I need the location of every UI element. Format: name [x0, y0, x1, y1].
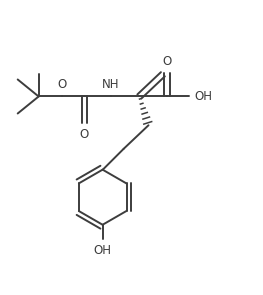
Text: OH: OH — [94, 244, 112, 257]
Text: O: O — [80, 128, 89, 141]
Text: O: O — [162, 55, 171, 68]
Text: O: O — [58, 78, 67, 91]
Text: NH: NH — [102, 78, 119, 91]
Text: OH: OH — [194, 90, 212, 103]
